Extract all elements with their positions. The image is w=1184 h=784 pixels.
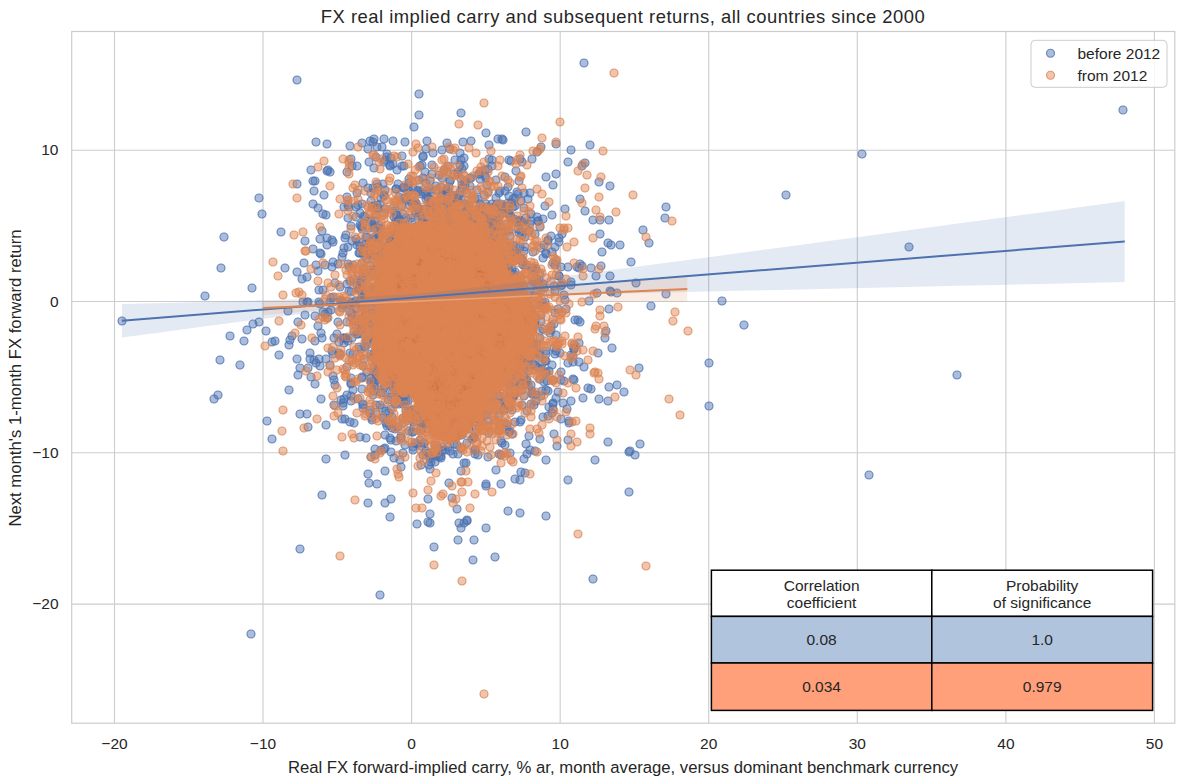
svg-text:before 2012: before 2012 bbox=[1078, 45, 1161, 62]
svg-text:−10: −10 bbox=[250, 735, 277, 752]
svg-text:of significance: of significance bbox=[993, 594, 1091, 611]
svg-text:Real FX forward-implied carry,: Real FX forward-implied carry, % ar, mon… bbox=[288, 758, 959, 777]
svg-text:−20: −20 bbox=[32, 595, 59, 612]
svg-text:−20: −20 bbox=[101, 735, 128, 752]
svg-text:40: 40 bbox=[997, 735, 1015, 752]
svg-text:Correlation: Correlation bbox=[784, 577, 860, 594]
svg-text:0: 0 bbox=[50, 293, 59, 310]
svg-text:0.08: 0.08 bbox=[807, 631, 837, 648]
svg-text:Next month's 1-month FX forwar: Next month's 1-month FX forward return bbox=[6, 229, 25, 526]
svg-text:1.0: 1.0 bbox=[1031, 631, 1053, 648]
svg-text:FX real implied carry and subs: FX real implied carry and subsequent ret… bbox=[321, 6, 925, 27]
svg-text:Probability: Probability bbox=[1006, 577, 1079, 594]
svg-text:from 2012: from 2012 bbox=[1078, 67, 1148, 84]
svg-text:0: 0 bbox=[407, 735, 416, 752]
svg-text:−10: −10 bbox=[32, 444, 59, 461]
svg-text:coefficient: coefficient bbox=[787, 594, 857, 611]
svg-text:0.034: 0.034 bbox=[802, 678, 841, 695]
svg-text:10: 10 bbox=[552, 735, 570, 752]
svg-text:0.979: 0.979 bbox=[1023, 678, 1062, 695]
svg-text:30: 30 bbox=[849, 735, 867, 752]
svg-text:10: 10 bbox=[41, 141, 59, 158]
svg-text:50: 50 bbox=[1146, 735, 1164, 752]
svg-text:20: 20 bbox=[700, 735, 718, 752]
